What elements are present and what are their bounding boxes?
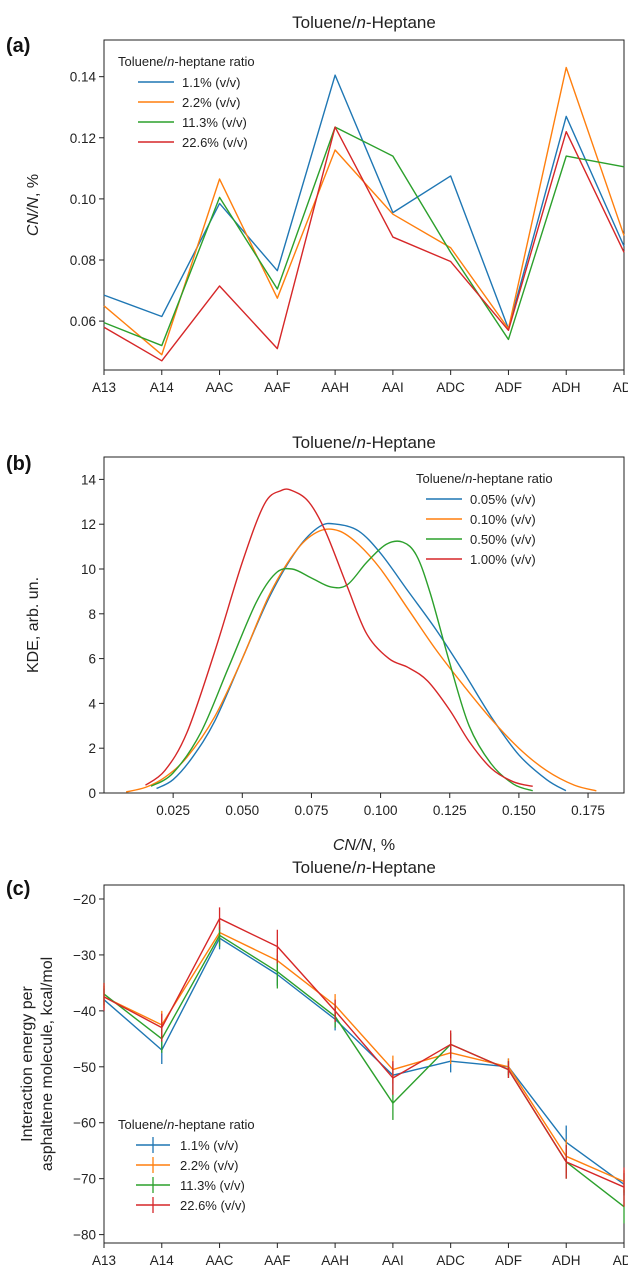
y-tick-label: 2 — [88, 741, 96, 756]
panel-label: (b) — [6, 453, 32, 475]
y-tick-label: −60 — [73, 1116, 96, 1131]
x-tick-label: 0.025 — [156, 803, 190, 818]
x-tick-label: AAI — [382, 380, 404, 395]
legend-entry: 2.2% (v/v) — [182, 95, 241, 110]
legend-entry: 1.1% (v/v) — [182, 75, 241, 90]
x-tick-label: AAH — [321, 1253, 349, 1268]
x-tick-label: 0.100 — [364, 803, 398, 818]
legend-entry: 22.6% (v/v) — [182, 135, 248, 150]
x-axis-label: CN/N, % — [333, 837, 395, 854]
series-1 — [104, 927, 624, 1196]
y-tick-label: −70 — [73, 1172, 96, 1187]
series-line — [151, 541, 533, 791]
y-tick-label: 8 — [88, 607, 96, 622]
series-3 — [151, 541, 533, 791]
legend-entry: 11.3% (v/v) — [180, 1178, 245, 1193]
legend-title: Toluene/n-heptane ratio — [118, 1117, 255, 1132]
y-tick-label: 4 — [88, 696, 96, 711]
x-tick-label: 0.125 — [433, 803, 467, 818]
y-tick-label: −80 — [73, 1228, 96, 1243]
y-axis-label: Interaction energy per asphaltene molecul… — [19, 957, 56, 1171]
y-tick-label: 0.10 — [70, 192, 96, 207]
x-tick-label: ADC — [436, 380, 465, 395]
chart-panel-3: (c) Toluene/n-Heptane −80 −70 −60 −50 −40 −30 −2… — [6, 858, 628, 1268]
x-tick-label: A14 — [150, 1253, 175, 1268]
legend-entry: 0.10% (v/v) — [470, 512, 536, 527]
chart-panel-2: (b) Toluene/n-Heptane 0 2 4 6 8 10 12 14 0.025 0.05… — [6, 433, 624, 854]
y-tick-label: 12 — [81, 517, 96, 532]
x-tick-label: ADC — [436, 1253, 465, 1268]
legend-entry: 1.1% (v/v) — [180, 1138, 239, 1153]
y-tick-label: −20 — [73, 892, 96, 907]
x-tick-label: ADH — [552, 1253, 581, 1268]
panel-label: (c) — [6, 878, 30, 900]
x-tick-label: ADI — [613, 380, 628, 395]
y-tick-label: 0.12 — [70, 131, 96, 146]
chart-title: Toluene/n-Heptane — [292, 433, 436, 452]
x-tick-label: AAC — [206, 1253, 234, 1268]
x-tick-label: A13 — [92, 380, 116, 395]
x-tick-label: A14 — [150, 380, 175, 395]
x-tick-label: AAF — [264, 380, 290, 395]
series-2 — [104, 68, 624, 355]
x-tick-label: 0.050 — [225, 803, 259, 818]
y-axis-label: CN/N, % — [25, 174, 42, 236]
chart-title: Toluene/n-Heptane — [292, 858, 436, 877]
y-tick-label: −40 — [73, 1004, 96, 1019]
y-tick-label: −50 — [73, 1060, 96, 1075]
x-tick-label: ADF — [495, 380, 522, 395]
x-tick-label: 0.175 — [571, 803, 605, 818]
y-tick-label: 6 — [88, 652, 96, 667]
chart-title: Toluene/n-Heptane — [292, 13, 436, 32]
legend-entry: 0.05% (v/v) — [470, 492, 536, 507]
y-axis-label: KDE, arb. un. — [25, 577, 42, 673]
x-tick-label: ADF — [495, 1253, 522, 1268]
y-tick-label: 0 — [88, 786, 96, 801]
x-tick-label: AAI — [382, 1253, 404, 1268]
legend-title: Toluene/n-heptane ratio — [118, 54, 255, 69]
y-tick-label: 0.06 — [70, 314, 96, 329]
series-line — [104, 68, 624, 355]
x-tick-label: 0.150 — [502, 803, 536, 818]
legend-title: Toluene/n-heptane ratio — [416, 471, 553, 486]
y-tick-label: 10 — [81, 562, 96, 577]
chart-panel-1: (a) Toluene/n-Heptane 0.06 0.08 0.10 0.12 0.14… — [6, 13, 628, 395]
legend-entry: 0.50% (v/v) — [470, 532, 536, 547]
x-tick-label: 0.075 — [295, 803, 329, 818]
legend-entry: 11.3% (v/v) — [182, 115, 247, 130]
y-tick-label: −30 — [73, 948, 96, 963]
panel-label: (a) — [6, 35, 30, 57]
x-tick-label: AAC — [206, 380, 234, 395]
x-tick-label: ADH — [552, 380, 581, 395]
x-tick-label: AAH — [321, 380, 349, 395]
y-tick-label: 0.08 — [70, 253, 96, 268]
legend-entry: 1.00% (v/v) — [470, 552, 536, 567]
legend-entry: 22.6% (v/v) — [180, 1198, 246, 1213]
x-tick-label: AAF — [264, 1253, 290, 1268]
x-tick-label: ADI — [613, 1253, 628, 1268]
legend-entry: 2.2% (v/v) — [180, 1158, 239, 1173]
y-tick-label: 0.14 — [70, 70, 97, 85]
y-tick-label: 14 — [81, 472, 97, 487]
x-tick-label: A13 — [92, 1253, 116, 1268]
